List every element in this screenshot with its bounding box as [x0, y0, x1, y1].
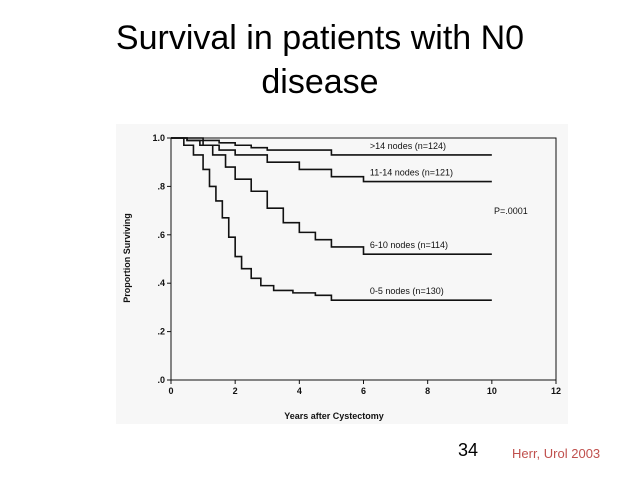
plot-frame [170, 137, 557, 381]
labels-layer: 0 2 4 6 8 10 12 .0 .2 .4 .6 .8 1.0 >14 nodes (n=124) 1… [152, 133, 561, 396]
x-tick-label-4: 8 [425, 386, 430, 396]
p-value-annotation: P=.0001 [494, 206, 528, 216]
y-tick-label-1: .2 [157, 327, 165, 337]
series-layer [171, 137, 492, 301]
x-axis-label: Years after Cystectomy [284, 411, 384, 421]
chart-background [116, 124, 568, 424]
x-tick-label-1: 2 [233, 386, 238, 396]
slide-title-line-1: Survival in patients with N0 [115, 19, 525, 57]
series-label-0: >14 nodes (n=124) [370, 141, 446, 151]
x-tick-label-2: 4 [297, 386, 302, 396]
series-line-3 [171, 137, 492, 301]
series-line-0 [171, 137, 492, 156]
survival-chart: 0 2 4 6 8 10 12 .0 .2 .4 .6 .8 1.0 >14 nodes (n=124) 1… [122, 133, 561, 421]
series-label-3: 0-5 nodes (n=130) [370, 286, 444, 296]
x-tick-label-3: 6 [361, 386, 366, 396]
page-number: 34 [458, 440, 479, 460]
x-tick-label-0: 0 [168, 386, 173, 396]
series-label-2: 6-10 nodes (n=114) [370, 240, 448, 250]
y-tick-label-4: .8 [157, 181, 165, 191]
slide-title: Survival in patients with N0 disease [40, 16, 600, 104]
y-tick-label-5: 1.0 [152, 133, 165, 143]
x-tick-label-6: 12 [551, 386, 561, 396]
citation: Herr, Urol 2003 [512, 446, 601, 461]
series-line-2 [171, 137, 492, 255]
slide-title-line-2: disease [261, 63, 379, 101]
axes-layer [167, 137, 557, 384]
y-tick-label-2: .4 [157, 278, 165, 288]
y-axis-label: Proportion Surviving [122, 213, 132, 303]
series-label-1: 11-14 nodes (n=121) [370, 168, 453, 178]
y-tick-label-3: .6 [157, 230, 165, 240]
x-tick-label-5: 10 [487, 386, 497, 396]
y-tick-label-0: .0 [157, 375, 165, 385]
